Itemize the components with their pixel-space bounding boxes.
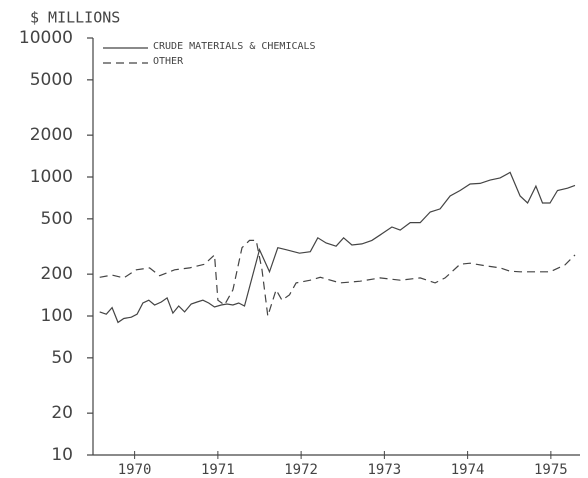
- x-tick-label: 1974: [451, 462, 485, 478]
- x-tick-label: 1975: [534, 462, 568, 478]
- y-tick-label: 10000: [19, 28, 73, 48]
- legend-label: CRUDE MATERIALS & CHEMICALS: [153, 41, 316, 52]
- y-tick-label: 5000: [30, 70, 73, 90]
- x-tick-label: 1970: [118, 462, 152, 478]
- y-tick-label: 2000: [30, 125, 73, 145]
- y-tick-label: 1000: [30, 167, 73, 187]
- chart-title: $ MILLIONS: [30, 9, 120, 27]
- y-tick-label: 200: [41, 264, 73, 284]
- x-tick-label: 1971: [201, 462, 235, 478]
- legend-label: OTHER: [153, 56, 184, 67]
- y-tick-label: 50: [51, 348, 73, 368]
- y-tick-label: 100: [41, 306, 73, 326]
- x-tick-label: 1973: [368, 462, 402, 478]
- x-tick-label: 1972: [284, 462, 318, 478]
- series-line: [99, 239, 576, 317]
- y-tick-label: 20: [51, 403, 73, 423]
- y-tick-label: 10: [51, 445, 73, 465]
- y-tick-label: 500: [41, 209, 73, 229]
- series-line: [99, 171, 576, 324]
